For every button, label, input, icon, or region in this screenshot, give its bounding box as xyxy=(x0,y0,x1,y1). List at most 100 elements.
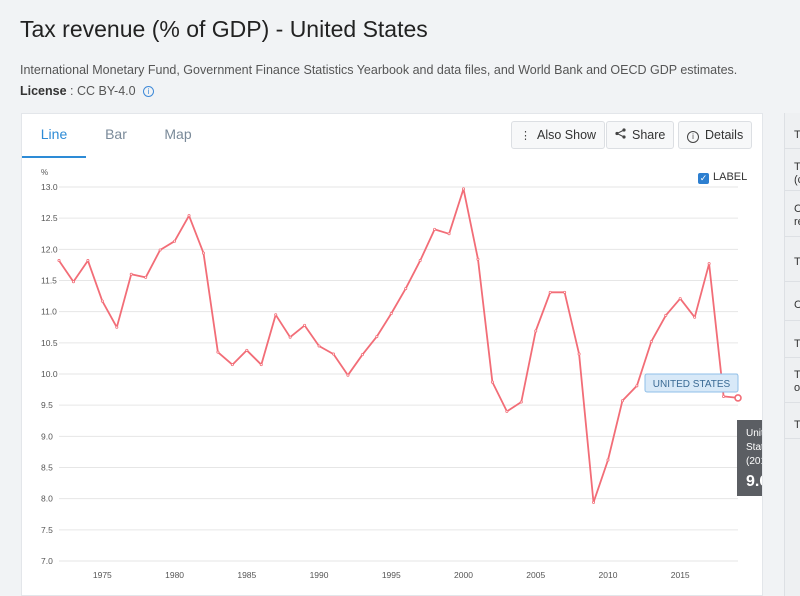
tooltip-line: United xyxy=(746,428,762,439)
data-point xyxy=(57,259,61,263)
y-tick-label: 12.0 xyxy=(41,244,58,254)
data-point xyxy=(592,500,596,504)
tooltip-value: 9.616 xyxy=(746,473,762,490)
data-point xyxy=(346,373,350,377)
data-point xyxy=(274,313,278,317)
y-tick-label: 7.0 xyxy=(41,556,53,566)
x-tick-label: 1990 xyxy=(310,570,329,580)
right-panel-item[interactable]: T xyxy=(785,409,800,439)
data-point xyxy=(100,299,104,303)
tooltip-line: States xyxy=(746,442,762,453)
data-point xyxy=(433,227,437,231)
right-panel-item[interactable]: T xyxy=(785,328,800,358)
data-point xyxy=(216,350,220,354)
data-point xyxy=(519,400,523,404)
tab-map[interactable]: Map xyxy=(164,126,192,142)
series-line xyxy=(58,188,739,504)
data-point xyxy=(462,187,466,191)
data-point xyxy=(734,394,742,402)
data-point xyxy=(620,399,624,403)
data-point xyxy=(317,344,321,348)
data-point xyxy=(187,214,191,218)
right-panel-item[interactable]: C re xyxy=(785,199,800,237)
y-axis-label: % xyxy=(41,168,48,177)
data-point xyxy=(375,335,379,339)
x-tick-label: 2010 xyxy=(599,570,618,580)
tab-bar[interactable]: Bar xyxy=(105,126,127,142)
details-button[interactable]: i Details xyxy=(678,121,753,149)
share-label: Share xyxy=(632,128,666,142)
y-tick-label: 10.5 xyxy=(41,338,58,348)
y-tick-label: 7.5 xyxy=(41,525,53,535)
info-icon[interactable]: i xyxy=(143,86,155,97)
y-tick-label: 8.5 xyxy=(41,463,53,473)
data-point xyxy=(635,384,639,388)
data-point xyxy=(245,348,249,352)
source-text: International Monetary Fund, Government … xyxy=(20,63,738,77)
x-tick-label: 1980 xyxy=(165,570,184,580)
data-point xyxy=(404,287,408,291)
data-point xyxy=(71,280,75,284)
y-tick-label: 9.5 xyxy=(41,400,53,410)
y-tick-label: 10.0 xyxy=(41,369,58,379)
x-tick-label: 2000 xyxy=(454,570,473,580)
x-tick-label: 2005 xyxy=(526,570,545,580)
data-point xyxy=(288,335,292,339)
data-point xyxy=(534,329,538,333)
label-toggle[interactable]: ✓ LABEL xyxy=(698,171,747,184)
also-show-button[interactable]: ⋮ Also Show xyxy=(511,121,606,149)
data-point xyxy=(331,352,335,356)
data-point xyxy=(678,297,682,301)
data-point xyxy=(577,352,581,356)
data-point xyxy=(86,259,90,263)
right-panel: TT (cC reTCTT oT xyxy=(784,113,800,596)
share-button[interactable]: Share xyxy=(606,121,675,149)
right-panel-item[interactable]: T xyxy=(785,246,800,282)
data-point xyxy=(418,259,422,263)
data-point xyxy=(606,458,610,462)
data-point xyxy=(548,290,552,294)
data-point xyxy=(173,239,177,243)
right-panel-item[interactable]: T xyxy=(785,119,800,149)
info-circle-icon: i xyxy=(687,131,699,143)
series-label: UNITED STATES xyxy=(653,379,731,390)
y-tick-label: 8.0 xyxy=(41,494,53,504)
x-tick-label: 1995 xyxy=(382,570,401,580)
data-point xyxy=(693,315,697,319)
data-point xyxy=(144,275,148,279)
data-point xyxy=(129,272,133,276)
license: License : CC BY-4.0 i xyxy=(20,84,155,98)
data-point xyxy=(707,262,711,266)
x-tick-label: 1985 xyxy=(237,570,256,580)
right-panel-item[interactable]: T o xyxy=(785,365,800,403)
also-show-label: Also Show xyxy=(537,128,597,142)
details-label: Details xyxy=(705,128,744,142)
data-point xyxy=(201,251,205,255)
tab-line[interactable]: Line xyxy=(22,114,86,158)
tooltip-line: (2019) xyxy=(746,456,762,467)
y-tick-label: 11.5 xyxy=(41,276,57,286)
x-tick-label: 2015 xyxy=(671,570,690,580)
data-point xyxy=(476,257,480,261)
data-point xyxy=(563,290,567,294)
license-label: License xyxy=(20,84,67,98)
data-point xyxy=(505,409,509,413)
data-point xyxy=(360,353,364,357)
x-tick-label: 1975 xyxy=(93,570,112,580)
label-toggle-text: LABEL xyxy=(713,171,748,183)
data-point xyxy=(158,248,162,252)
line-chart: 7.0 7.5 8.0 8.5 9.0 9.5 10.0 10.5 11.0 11.5 12.0 12… xyxy=(41,168,762,580)
right-panel-item[interactable]: T (c xyxy=(785,157,800,191)
checkbox-checked-icon[interactable]: ✓ xyxy=(698,173,709,184)
y-tick-label: 13.0 xyxy=(41,182,58,192)
chart-card: Line Bar Map ⋮ Also Show Share i Details ✓… xyxy=(21,113,763,596)
vertical-dots-icon: ⋮ xyxy=(520,130,531,142)
data-point xyxy=(303,323,307,327)
tooltip-box xyxy=(737,420,762,496)
data-point xyxy=(259,363,263,367)
y-tick-label: 9.0 xyxy=(41,431,53,441)
data-point xyxy=(722,394,726,398)
data-point xyxy=(490,380,494,384)
data-point xyxy=(664,313,668,317)
right-panel-item[interactable]: C xyxy=(785,289,800,321)
